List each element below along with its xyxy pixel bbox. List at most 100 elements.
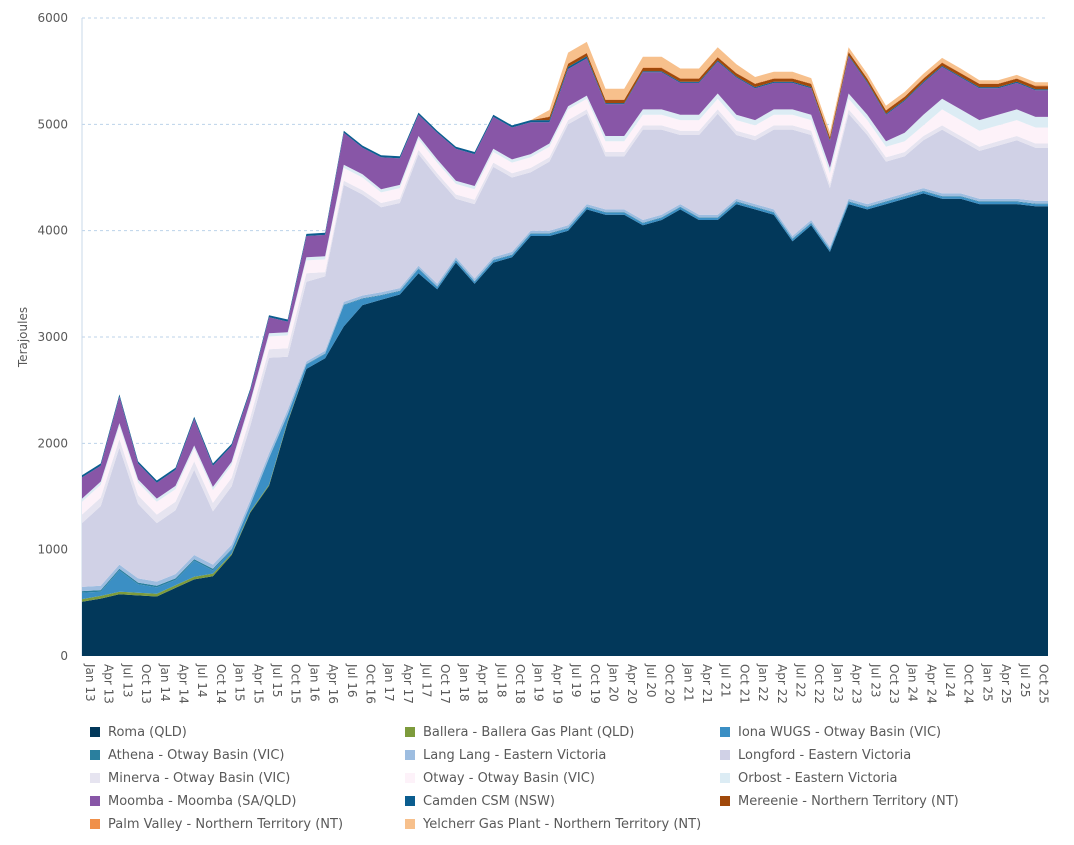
y-tick-label: 2000	[37, 436, 68, 450]
legend-swatch	[405, 750, 415, 760]
x-tick-label: Oct 20	[663, 664, 677, 704]
y-tick-label: 1000	[37, 543, 68, 557]
x-tick-label: Jul 14	[195, 663, 209, 698]
x-tick-label: Jul 20	[644, 663, 658, 698]
x-tick-label: Apr 14	[176, 664, 190, 704]
legend-label: Ballera - Ballera Gas Plant (QLD)	[423, 724, 635, 740]
legend-label: Iona WUGS - Otway Basin (VIC)	[738, 724, 942, 740]
legend-item: Yelcherr Gas Plant - Northern Territory …	[405, 816, 720, 832]
legend-label: Otway - Otway Basin (VIC)	[423, 770, 595, 786]
y-tick-label: 5000	[37, 117, 68, 131]
x-tick-label: Jan 25	[980, 663, 994, 702]
x-tick-label: Apr 21	[700, 664, 714, 704]
x-tick-label: Apr 24	[924, 664, 938, 704]
x-tick-label: Oct 18	[513, 664, 527, 704]
legend-swatch	[90, 727, 100, 737]
legend-item: Moomba - Moomba (SA/QLD)	[90, 793, 405, 809]
y-tick-label: 4000	[37, 224, 68, 238]
x-tick-label: Jul 24	[943, 663, 957, 698]
legend-item: Orbost - Eastern Victoria	[720, 770, 1050, 786]
x-tick-label: Jan 20	[607, 663, 621, 702]
area-series-9	[82, 56, 1048, 499]
legend-item: Longford - Eastern Victoria	[720, 747, 1050, 763]
y-tick-label: 3000	[37, 330, 68, 344]
x-tick-label: Jul 21	[719, 663, 733, 698]
x-tick-label: Jan 16	[307, 663, 321, 702]
legend-swatch	[720, 773, 730, 783]
x-tick-label: Jan 18	[457, 663, 471, 702]
legend-swatch	[90, 773, 100, 783]
x-tick-label: Jul 23	[868, 663, 882, 698]
legend-swatch	[90, 819, 100, 829]
legend-swatch	[90, 796, 100, 806]
legend-swatch	[90, 750, 100, 760]
legend-label: Athena - Otway Basin (VIC)	[108, 747, 285, 763]
x-tick-label: Jan 17	[382, 663, 396, 702]
legend-label: Palm Valley - Northern Territory (NT)	[108, 816, 344, 832]
legend-label: Yelcherr Gas Plant - Northern Territory …	[423, 816, 702, 832]
x-tick-label: Oct 13	[139, 664, 153, 704]
x-tick-label: Oct 15	[289, 664, 303, 704]
legend-item: Otway - Otway Basin (VIC)	[405, 770, 720, 786]
legend-swatch	[405, 819, 415, 829]
x-tick-label: Apr 20	[625, 664, 639, 704]
x-tick-label: Oct 25	[1037, 664, 1051, 704]
legend-label: Mereenie - Northern Territory (NT)	[738, 793, 959, 809]
legend-swatch	[720, 796, 730, 806]
x-tick-label: Jan 23	[831, 663, 845, 702]
legend-item: Camden CSM (NSW)	[405, 793, 720, 809]
x-tick-label: Jul 22	[793, 663, 807, 698]
x-tick-label: Apr 19	[550, 664, 564, 704]
legend-item: Palm Valley - Northern Territory (NT)	[90, 816, 405, 832]
x-tick-label: Oct 14	[214, 664, 228, 704]
x-tick-label: Apr 18	[476, 664, 490, 704]
legend-swatch	[405, 727, 415, 737]
x-tick-label: Jan 14	[158, 663, 172, 702]
x-tick-label: Oct 21	[737, 664, 751, 704]
x-tick-label: Oct 22	[812, 664, 826, 704]
x-tick-label: Oct 24	[962, 664, 976, 704]
x-tick-label: Jul 15	[270, 663, 284, 698]
x-tick-label: Oct 19	[588, 664, 602, 704]
x-tick-label: Apr 16	[326, 664, 340, 704]
x-tick-label: Jul 19	[569, 663, 583, 698]
legend-label: Roma (QLD)	[108, 724, 187, 740]
x-tick-label: Apr 13	[102, 664, 116, 704]
x-tick-label: Jan 22	[756, 663, 770, 702]
legend-item: Lang Lang - Eastern Victoria	[405, 747, 720, 763]
x-tick-label: Apr 22	[775, 664, 789, 704]
x-tick-label: Jan 24	[906, 663, 920, 702]
legend-item: Athena - Otway Basin (VIC)	[90, 747, 405, 763]
x-tick-label: Oct 23	[887, 664, 901, 704]
legend-swatch	[405, 773, 415, 783]
area-series-0	[82, 193, 1048, 656]
legend-label: Longford - Eastern Victoria	[738, 747, 912, 763]
legend-label: Camden CSM (NSW)	[423, 793, 555, 809]
x-tick-label: Jan 13	[83, 663, 97, 702]
x-tick-label: Jul 25	[1018, 663, 1032, 698]
legend-label: Lang Lang - Eastern Victoria	[423, 747, 607, 763]
x-tick-label: Jan 21	[681, 663, 695, 702]
area-series-5	[82, 113, 1048, 587]
x-tick-label: Jan 19	[532, 663, 546, 702]
x-tick-label: Apr 23	[850, 664, 864, 704]
x-tick-label: Jul 18	[494, 663, 508, 698]
legend-swatch	[720, 727, 730, 737]
x-tick-label: Jul 17	[420, 663, 434, 698]
x-tick-label: Apr 25	[999, 664, 1013, 704]
x-tick-label: Oct 17	[438, 664, 452, 704]
legend-item: Minerva - Otway Basin (VIC)	[90, 770, 405, 786]
x-tick-label: Jul 13	[120, 663, 134, 698]
legend-label: Moomba - Moomba (SA/QLD)	[108, 793, 297, 809]
y-tick-label: 0	[60, 649, 68, 663]
legend-item: Roma (QLD)	[90, 724, 405, 740]
x-tick-label: Jan 15	[233, 663, 247, 702]
x-tick-label: Oct 16	[363, 664, 377, 704]
y-axis-label: Terajoules	[16, 307, 30, 368]
legend-swatch	[405, 796, 415, 806]
legend-swatch	[720, 750, 730, 760]
legend-label: Orbost - Eastern Victoria	[738, 770, 898, 786]
legend-item: Ballera - Ballera Gas Plant (QLD)	[405, 724, 720, 740]
x-tick-label: Apr 17	[401, 664, 415, 704]
